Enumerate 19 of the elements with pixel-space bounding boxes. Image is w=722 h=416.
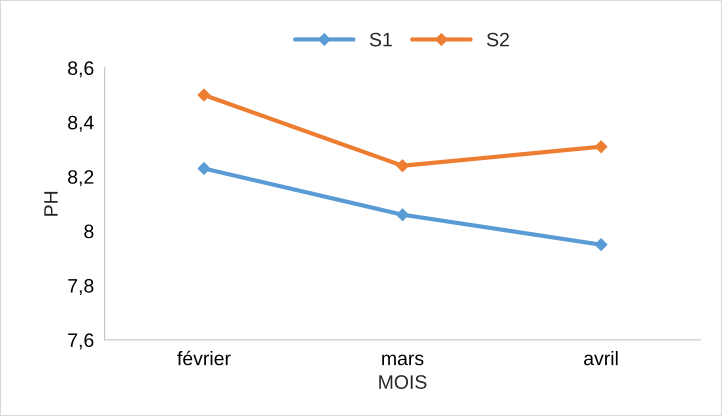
legend-label: S2 <box>487 32 509 46</box>
legend-label: S1 <box>370 32 392 46</box>
point <box>396 159 409 172</box>
point <box>594 140 608 154</box>
point <box>198 88 210 102</box>
x-tick-label: avril <box>584 350 618 366</box>
x-tick-label: février <box>177 350 231 366</box>
y-tick-label: 8,6 <box>68 61 94 78</box>
y-tick-label: 8,4 <box>68 116 94 132</box>
x-axis-title: MOIS <box>379 375 426 389</box>
x-tick-label: mars <box>382 354 424 366</box>
y-axis-title: PH <box>44 192 58 216</box>
y-tick-label: 8 <box>84 224 94 238</box>
point <box>594 238 608 252</box>
y-tick-label: 8,2 <box>68 170 94 186</box>
point <box>396 208 409 222</box>
point <box>198 162 210 175</box>
y-tick-label: 7,6 <box>68 333 94 350</box>
y-tick-label: 7,8 <box>68 278 94 295</box>
